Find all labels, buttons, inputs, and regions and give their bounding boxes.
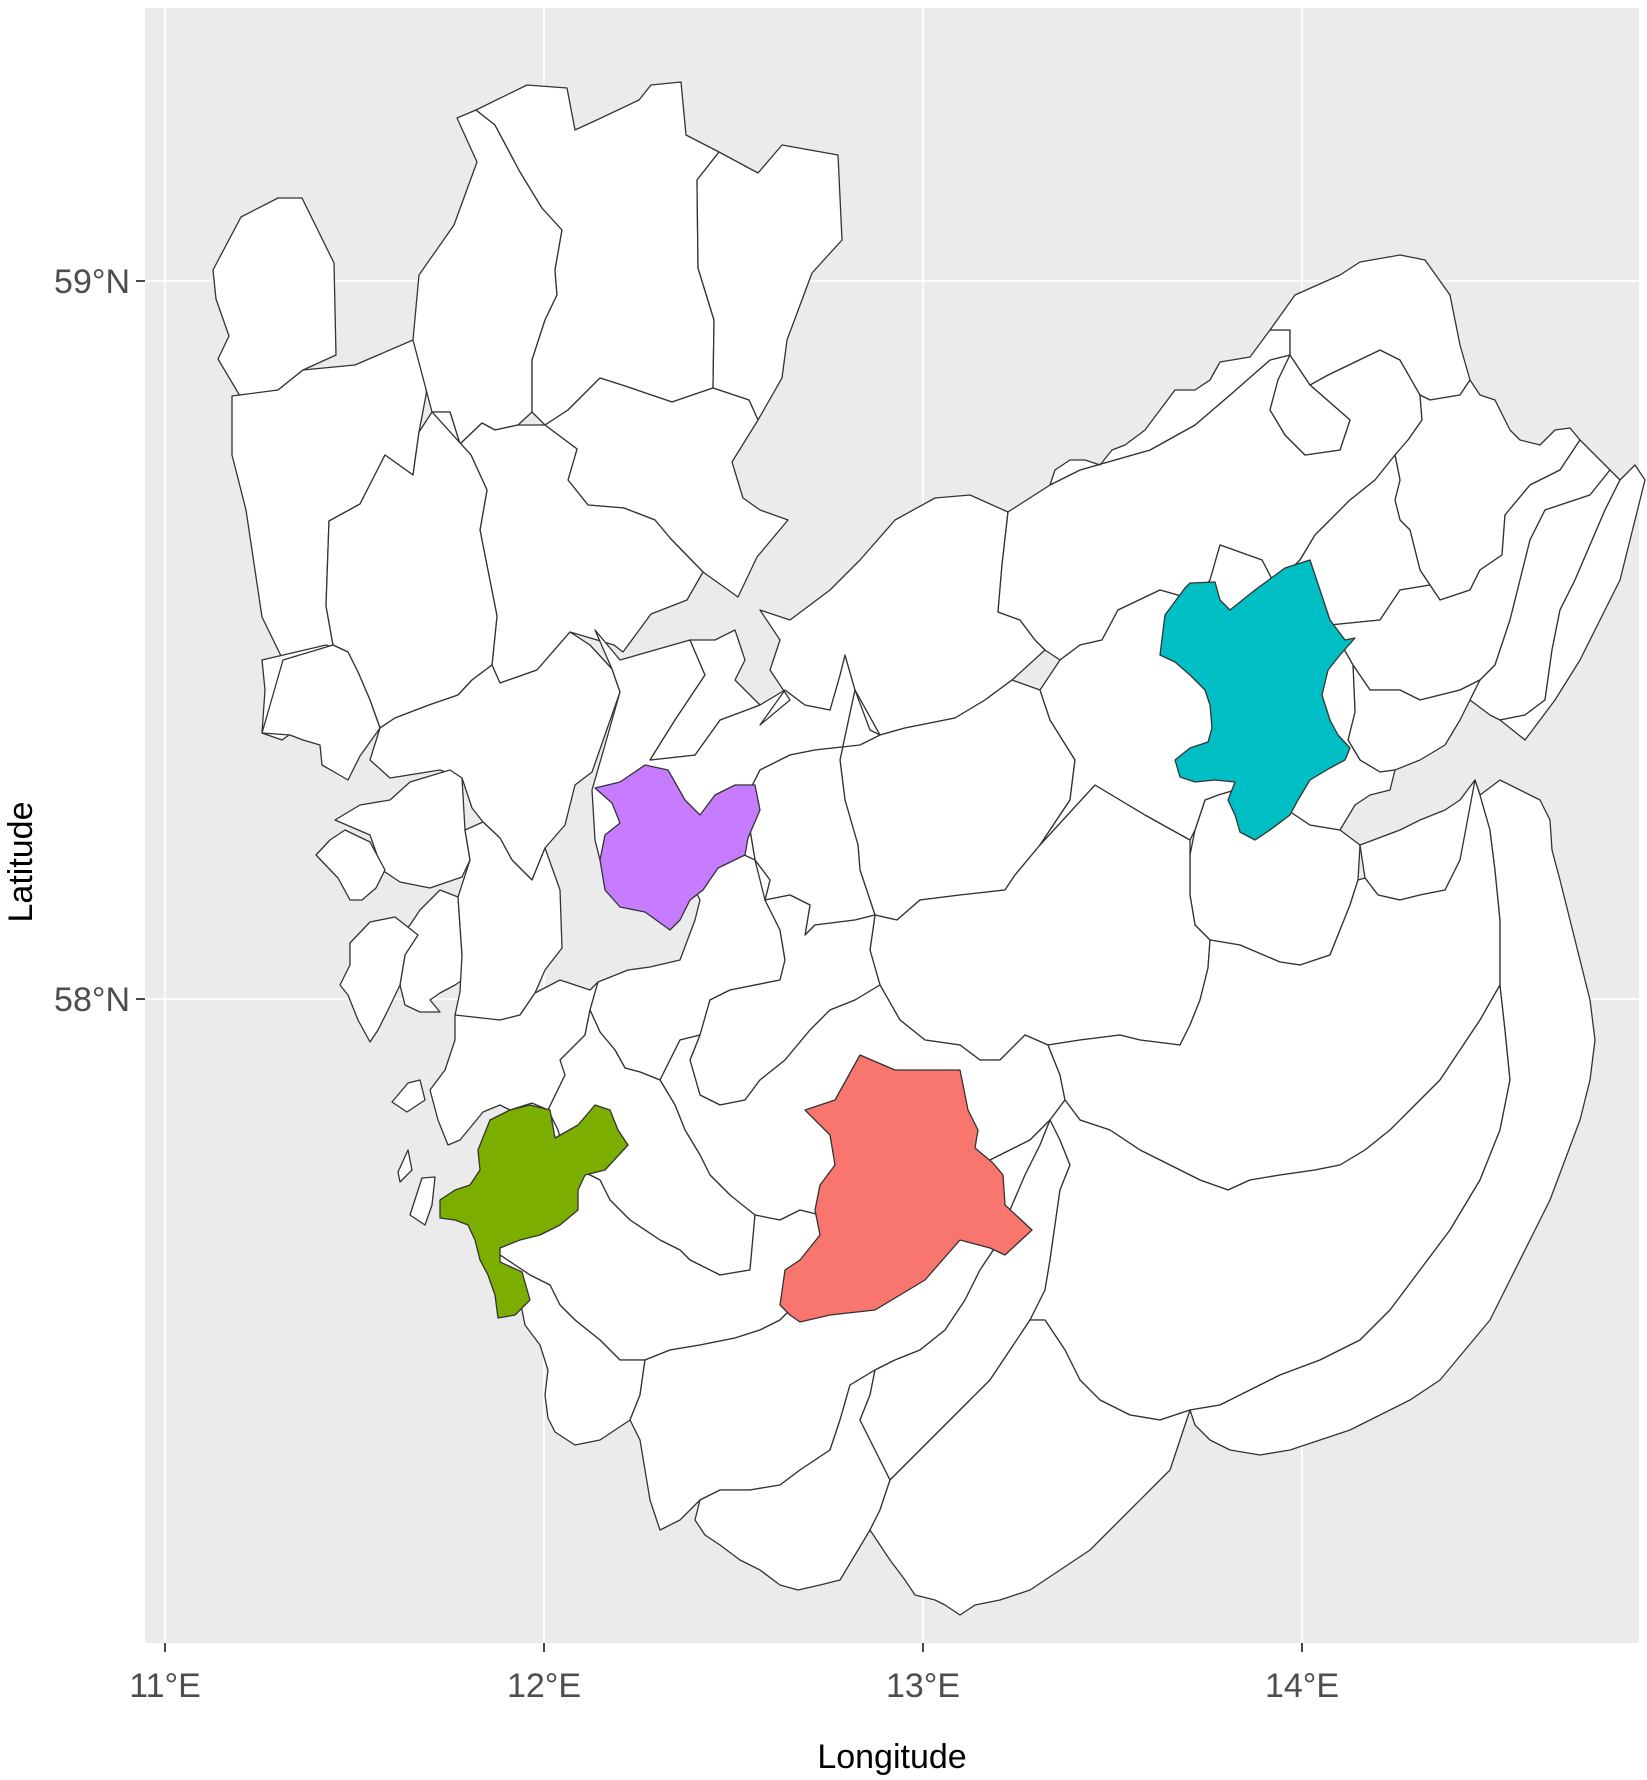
- region-highlight-cyan: [1159, 559, 1356, 841]
- region-w-small-2: [397, 1149, 413, 1183]
- x-axis-title: Longitude: [817, 1738, 966, 1776]
- region-w-10: [261, 644, 381, 781]
- region-w-13: [429, 979, 599, 1146]
- x-tick-label-2: 13°E: [886, 1667, 960, 1705]
- region-n-6: [696, 144, 843, 421]
- region-s-44: [869, 1319, 1191, 1616]
- x-tick-label-1: 12°E: [507, 1667, 581, 1705]
- region-w-small-1: [391, 1079, 426, 1113]
- x-tick-label-0: 11°E: [129, 1667, 201, 1705]
- y-axis-title: Latitude: [2, 802, 40, 923]
- region-c-19: [649, 629, 761, 761]
- region-w-small-3: [409, 1176, 436, 1226]
- region-w-islands-2: [315, 829, 386, 901]
- region-w-12: [454, 821, 563, 1021]
- region-e-31: [1499, 464, 1646, 741]
- x-tick-label-3: 14°E: [1265, 1667, 1339, 1705]
- y-tick-label-0: 59°N: [54, 263, 130, 301]
- region-ne-23: [1269, 254, 1471, 401]
- axis-ticks: [136, 280, 1303, 1652]
- region-ne-22: [1049, 329, 1291, 486]
- region-s-39: [494, 1229, 646, 1446]
- region-se-45: [1189, 779, 1596, 1456]
- region-highlight-salmon: [779, 1054, 1033, 1323]
- region-w-islands-4: [339, 916, 419, 1043]
- y-tick-label-1: 58°N: [54, 981, 130, 1019]
- region-highlight-green: [439, 1104, 629, 1319]
- region-w-11: [369, 631, 621, 881]
- municipality-regions: [212, 81, 1646, 1616]
- region-highlight-purple: [594, 764, 761, 931]
